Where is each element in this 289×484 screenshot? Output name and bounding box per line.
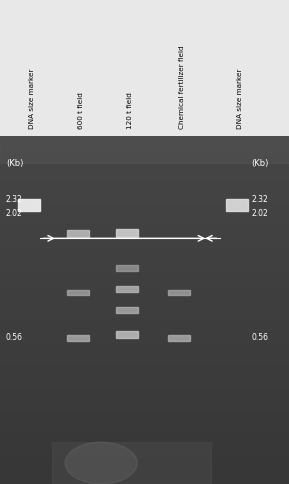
Text: 2.32: 2.32	[251, 196, 268, 204]
Bar	[168, 289, 190, 295]
Text: 2.02: 2.02	[251, 210, 268, 218]
Text: 2.32: 2.32	[6, 196, 23, 204]
Ellipse shape	[65, 442, 137, 484]
Bar	[67, 229, 89, 237]
Bar	[67, 334, 89, 341]
Bar	[0, 136, 289, 164]
Text: 0.56: 0.56	[6, 333, 23, 342]
Bar	[52, 442, 211, 484]
Text: (Kb): (Kb)	[251, 159, 269, 168]
Bar	[168, 334, 190, 341]
Text: DNA size marker: DNA size marker	[237, 68, 243, 129]
Bar	[226, 199, 248, 212]
Text: 0.56: 0.56	[251, 333, 268, 342]
Bar	[116, 229, 138, 238]
Text: 2.02: 2.02	[6, 210, 23, 218]
Text: 120 t field: 120 t field	[127, 92, 133, 129]
Bar	[116, 286, 138, 292]
Bar	[67, 289, 89, 295]
Text: 600 t field: 600 t field	[78, 92, 84, 129]
Bar	[116, 307, 138, 313]
Text: Chemical fertilizer field: Chemical fertilizer field	[179, 45, 185, 129]
Text: DNA size marker: DNA size marker	[29, 68, 35, 129]
Bar	[18, 199, 40, 212]
Text: (Kb): (Kb)	[6, 159, 23, 168]
Bar	[116, 265, 138, 271]
Bar	[116, 331, 138, 338]
